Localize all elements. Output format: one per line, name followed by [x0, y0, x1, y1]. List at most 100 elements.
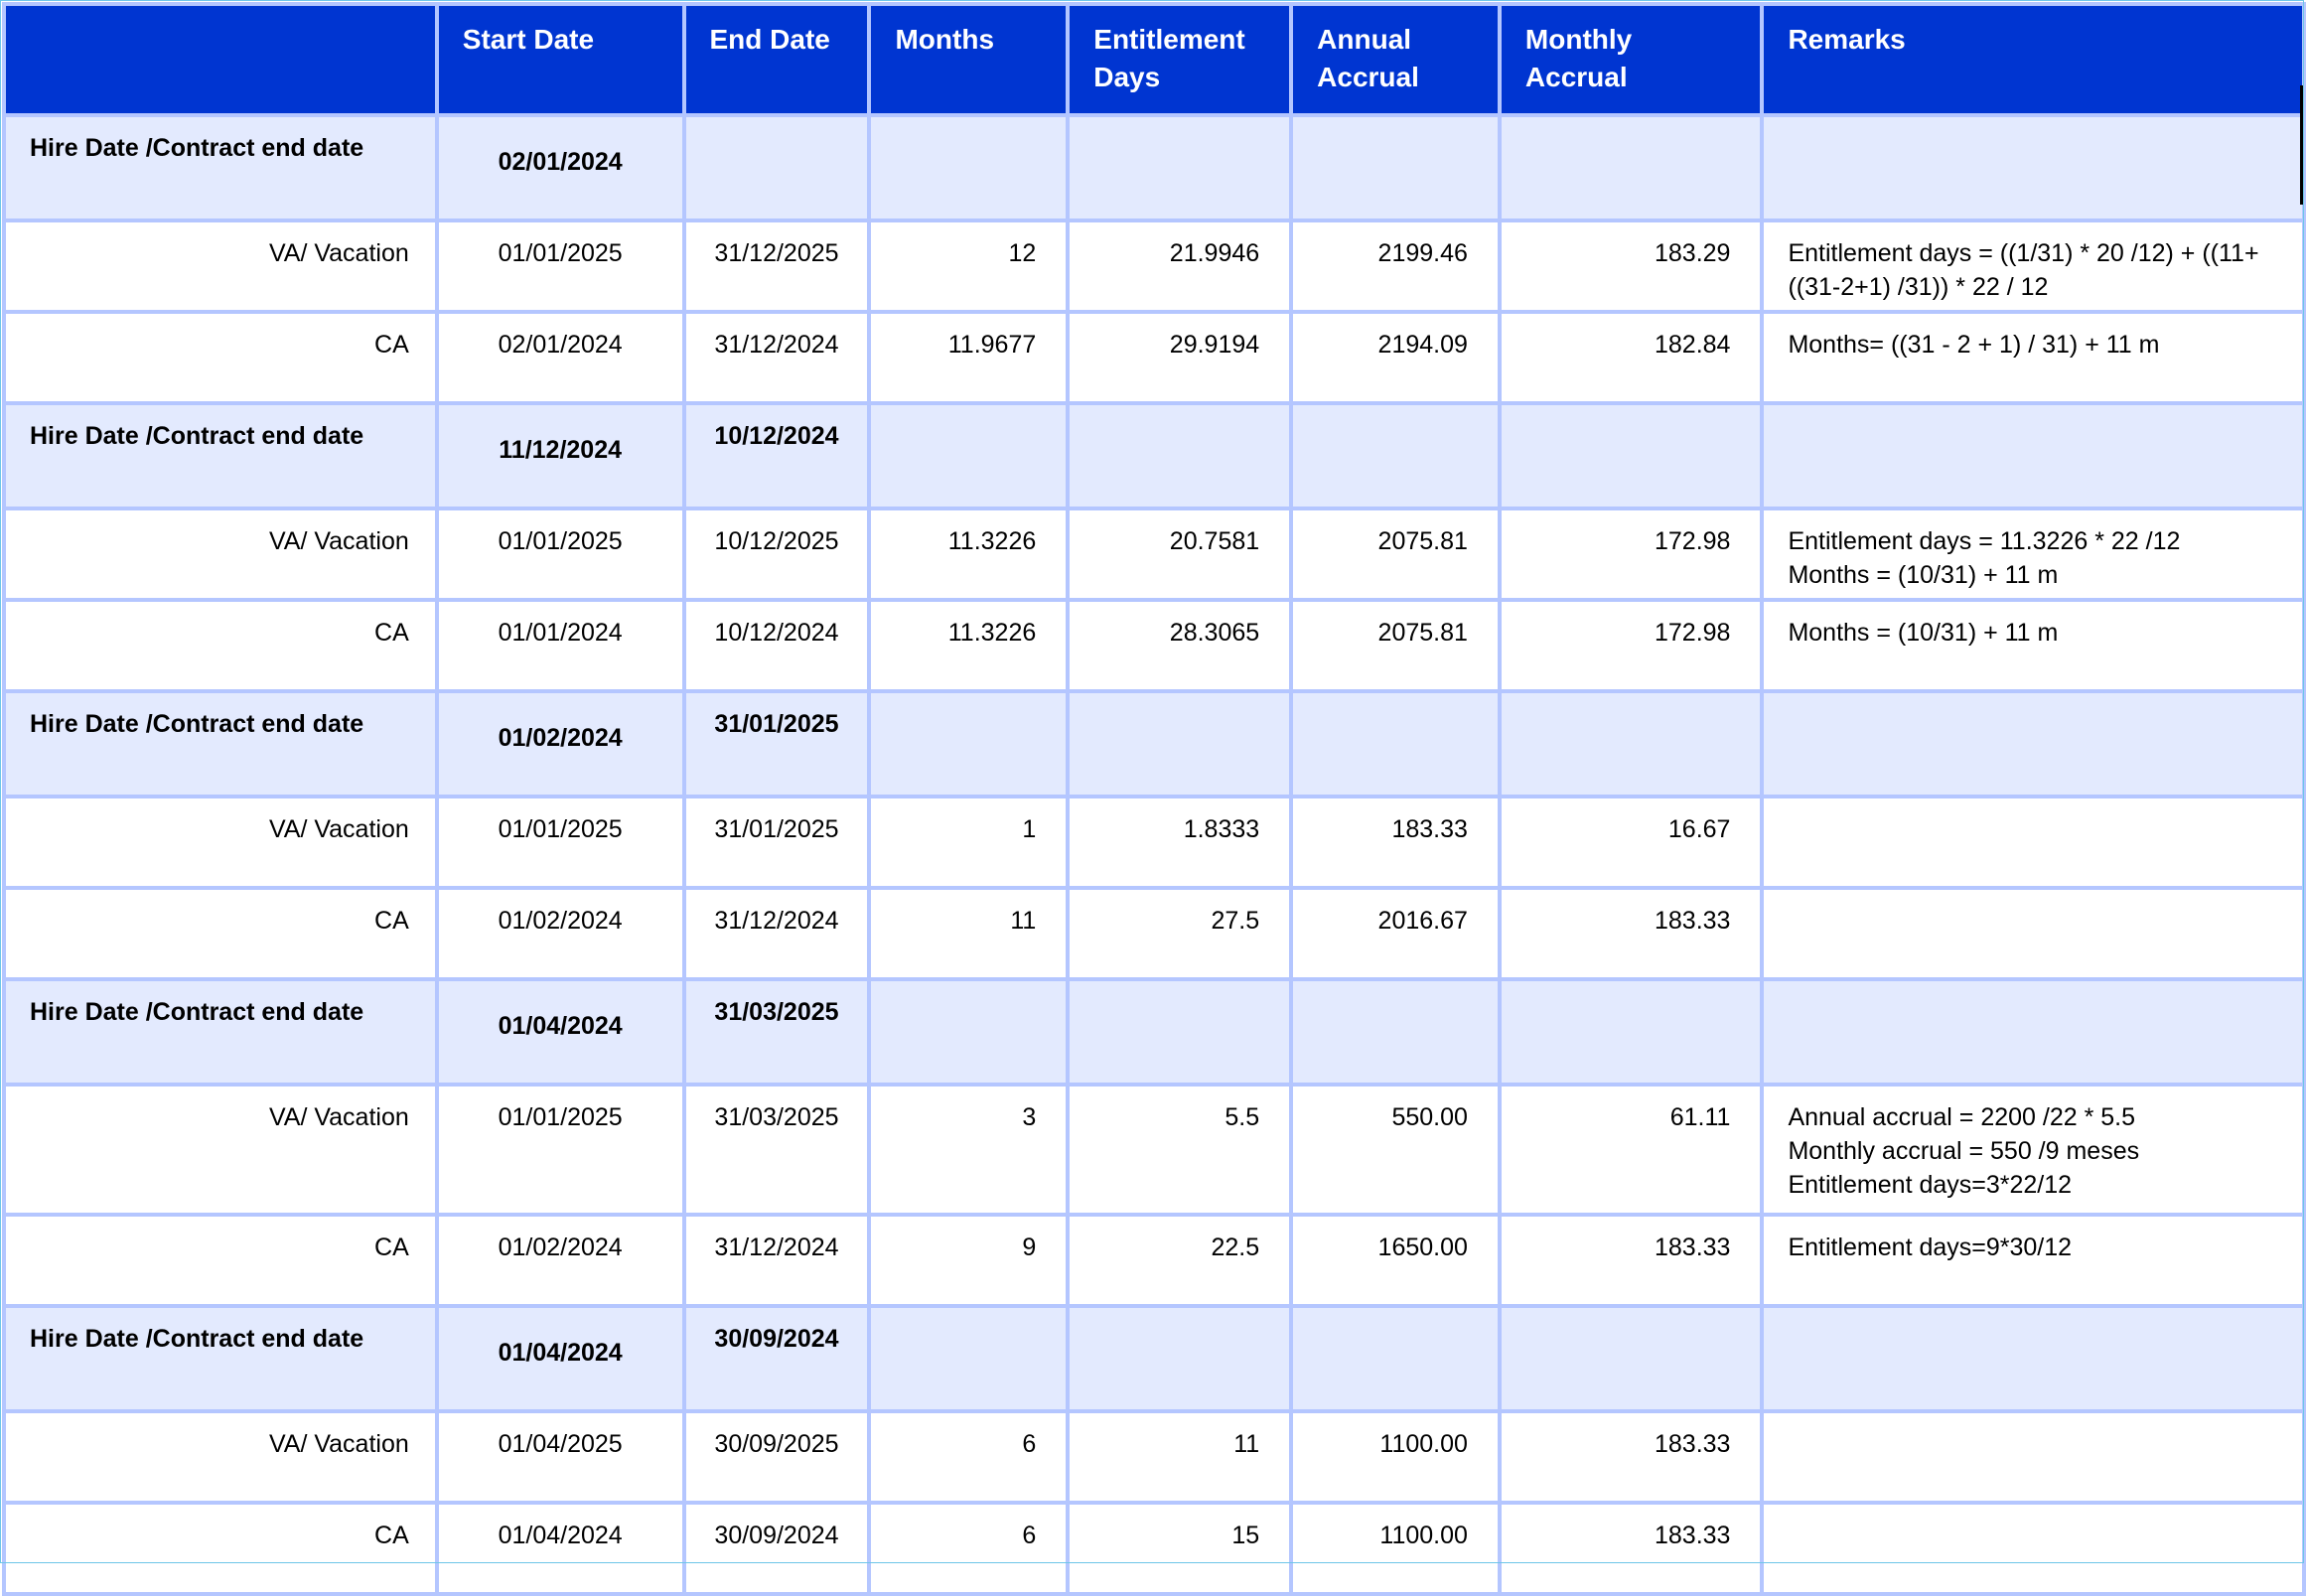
monthly-accrual-cell: 182.84 — [1497, 310, 1765, 405]
end-date-cell: 31/12/2024 — [681, 1213, 872, 1308]
group-start-date: 11/12/2024 — [434, 401, 686, 510]
start-date-cell: 01/04/2025 — [434, 1409, 686, 1505]
empty-cell — [1066, 1304, 1294, 1413]
annual-accrual-cell: 183.33 — [1289, 795, 1502, 890]
group-start-date: 01/02/2024 — [434, 689, 686, 798]
end-date-cell: 30/09/2025 — [681, 1409, 872, 1505]
group-end-date: 31/01/2025 — [681, 689, 872, 798]
empty-cell — [1066, 689, 1294, 798]
header-entitlement-days: Entitlement Days — [1066, 2, 1294, 117]
entitlement-days-cell: 1.8333 — [1066, 795, 1294, 890]
cursor-edge — [2300, 85, 2304, 205]
type-cell: VA/ Vacation — [2, 1409, 439, 1505]
group-start-date: 01/04/2024 — [434, 977, 686, 1087]
monthly-accrual-cell: 183.33 — [1497, 886, 1765, 981]
header-end-date: End Date — [681, 2, 872, 117]
start-date-cell: 01/02/2024 — [434, 1213, 686, 1308]
remarks-cell — [1760, 1409, 2306, 1505]
empty-cell — [867, 401, 1071, 510]
table-row: CA 01/04/2024 30/09/2024 6 15 1100.00 183.33 — [2, 1501, 2306, 1596]
group-header-row: Hire Date /Contract end date 02/01/2024 — [2, 113, 2306, 222]
header-start-date: Start Date — [434, 2, 686, 117]
entitlement-days-cell: 15 — [1066, 1501, 1294, 1596]
group-start-date: 02/01/2024 — [434, 113, 686, 222]
group-label: Hire Date /Contract end date — [2, 1304, 439, 1413]
end-date-cell: 10/12/2025 — [681, 507, 872, 602]
empty-cell — [1497, 113, 1765, 222]
remarks-cell — [1760, 886, 2306, 981]
empty-cell — [1289, 977, 1502, 1087]
annual-accrual-cell: 2075.81 — [1289, 598, 1502, 693]
header-type — [2, 2, 439, 117]
start-date-cell: 01/01/2025 — [434, 507, 686, 602]
empty-cell — [867, 113, 1071, 222]
entitlement-days-cell: 27.5 — [1066, 886, 1294, 981]
months-cell: 6 — [867, 1409, 1071, 1505]
empty-cell — [867, 1304, 1071, 1413]
type-cell: VA/ Vacation — [2, 795, 439, 890]
start-date-cell: 01/01/2024 — [434, 598, 686, 693]
monthly-accrual-cell: 183.33 — [1497, 1501, 1765, 1596]
annual-accrual-cell: 2016.67 — [1289, 886, 1502, 981]
type-cell: CA — [2, 1501, 439, 1596]
type-cell: VA/ Vacation — [2, 218, 439, 314]
empty-cell — [1760, 1304, 2306, 1413]
empty-cell — [1289, 689, 1502, 798]
remarks-cell: Annual accrual = 2200 /22 * 5.5 Monthly … — [1760, 1083, 2306, 1217]
table-row: VA/ Vacation 01/01/2025 31/01/2025 1 1.8333 1… — [2, 795, 2306, 890]
type-cell: VA/ Vacation — [2, 507, 439, 602]
empty-cell — [1497, 977, 1765, 1087]
monthly-accrual-cell: 183.33 — [1497, 1409, 1765, 1505]
remarks-cell: Months= ((31 - 2 + 1) / 31) + 11 m — [1760, 310, 2306, 405]
empty-cell — [1289, 1304, 1502, 1413]
annual-accrual-cell: 550.00 — [1289, 1083, 1502, 1217]
entitlement-days-cell: 29.9194 — [1066, 310, 1294, 405]
type-cell: CA — [2, 1213, 439, 1308]
end-date-cell: 31/01/2025 — [681, 795, 872, 890]
empty-cell — [1760, 977, 2306, 1087]
group-header-row: Hire Date /Contract end date 11/12/2024 10… — [2, 401, 2306, 510]
months-cell: 11.3226 — [867, 507, 1071, 602]
months-cell: 6 — [867, 1501, 1071, 1596]
table-row: VA/ Vacation 01/01/2025 31/12/2025 12 21.994… — [2, 218, 2306, 314]
empty-cell — [1760, 689, 2306, 798]
start-date-cell: 02/01/2024 — [434, 310, 686, 405]
remarks-cell: Entitlement days=9*30/12 — [1760, 1213, 2306, 1308]
monthly-accrual-cell: 183.33 — [1497, 1213, 1765, 1308]
end-date-cell: 31/12/2025 — [681, 218, 872, 314]
table-row: CA 01/02/2024 31/12/2024 11 27.5 2016.67 183.3… — [2, 886, 2306, 981]
monthly-accrual-cell: 172.98 — [1497, 598, 1765, 693]
end-date-cell: 31/12/2024 — [681, 886, 872, 981]
empty-cell — [1066, 113, 1294, 222]
group-label: Hire Date /Contract end date — [2, 401, 439, 510]
remarks-cell — [1760, 1501, 2306, 1596]
empty-cell — [1289, 113, 1502, 222]
end-date-cell: 30/09/2024 — [681, 1501, 872, 1596]
annual-accrual-cell: 1650.00 — [1289, 1213, 1502, 1308]
empty-cell — [867, 689, 1071, 798]
monthly-accrual-cell: 183.29 — [1497, 218, 1765, 314]
entitlement-days-cell: 11 — [1066, 1409, 1294, 1505]
months-cell: 3 — [867, 1083, 1071, 1217]
group-header-row: Hire Date /Contract end date 01/04/2024 31… — [2, 977, 2306, 1087]
entitlement-days-cell: 5.5 — [1066, 1083, 1294, 1217]
entitlement-days-cell: 21.9946 — [1066, 218, 1294, 314]
group-end-date — [681, 113, 872, 222]
table-row: VA/ Vacation 01/04/2025 30/09/2025 6 11 1100.… — [2, 1409, 2306, 1505]
empty-cell — [1497, 1304, 1765, 1413]
start-date-cell: 01/04/2024 — [434, 1501, 686, 1596]
annual-accrual-cell: 1100.00 — [1289, 1501, 1502, 1596]
annual-accrual-cell: 2194.09 — [1289, 310, 1502, 405]
header-annual-accrual: Annual Accrual — [1289, 2, 1502, 117]
empty-cell — [1497, 689, 1765, 798]
remarks-cell: Entitlement days = 11.3226 * 22 /12 Mont… — [1760, 507, 2306, 602]
header-months: Months — [867, 2, 1071, 117]
empty-cell — [867, 977, 1071, 1087]
empty-cell — [1066, 401, 1294, 510]
start-date-cell: 01/01/2025 — [434, 218, 686, 314]
months-cell: 12 — [867, 218, 1071, 314]
group-end-date: 31/03/2025 — [681, 977, 872, 1087]
start-date-cell: 01/02/2024 — [434, 886, 686, 981]
monthly-accrual-cell: 61.11 — [1497, 1083, 1765, 1217]
